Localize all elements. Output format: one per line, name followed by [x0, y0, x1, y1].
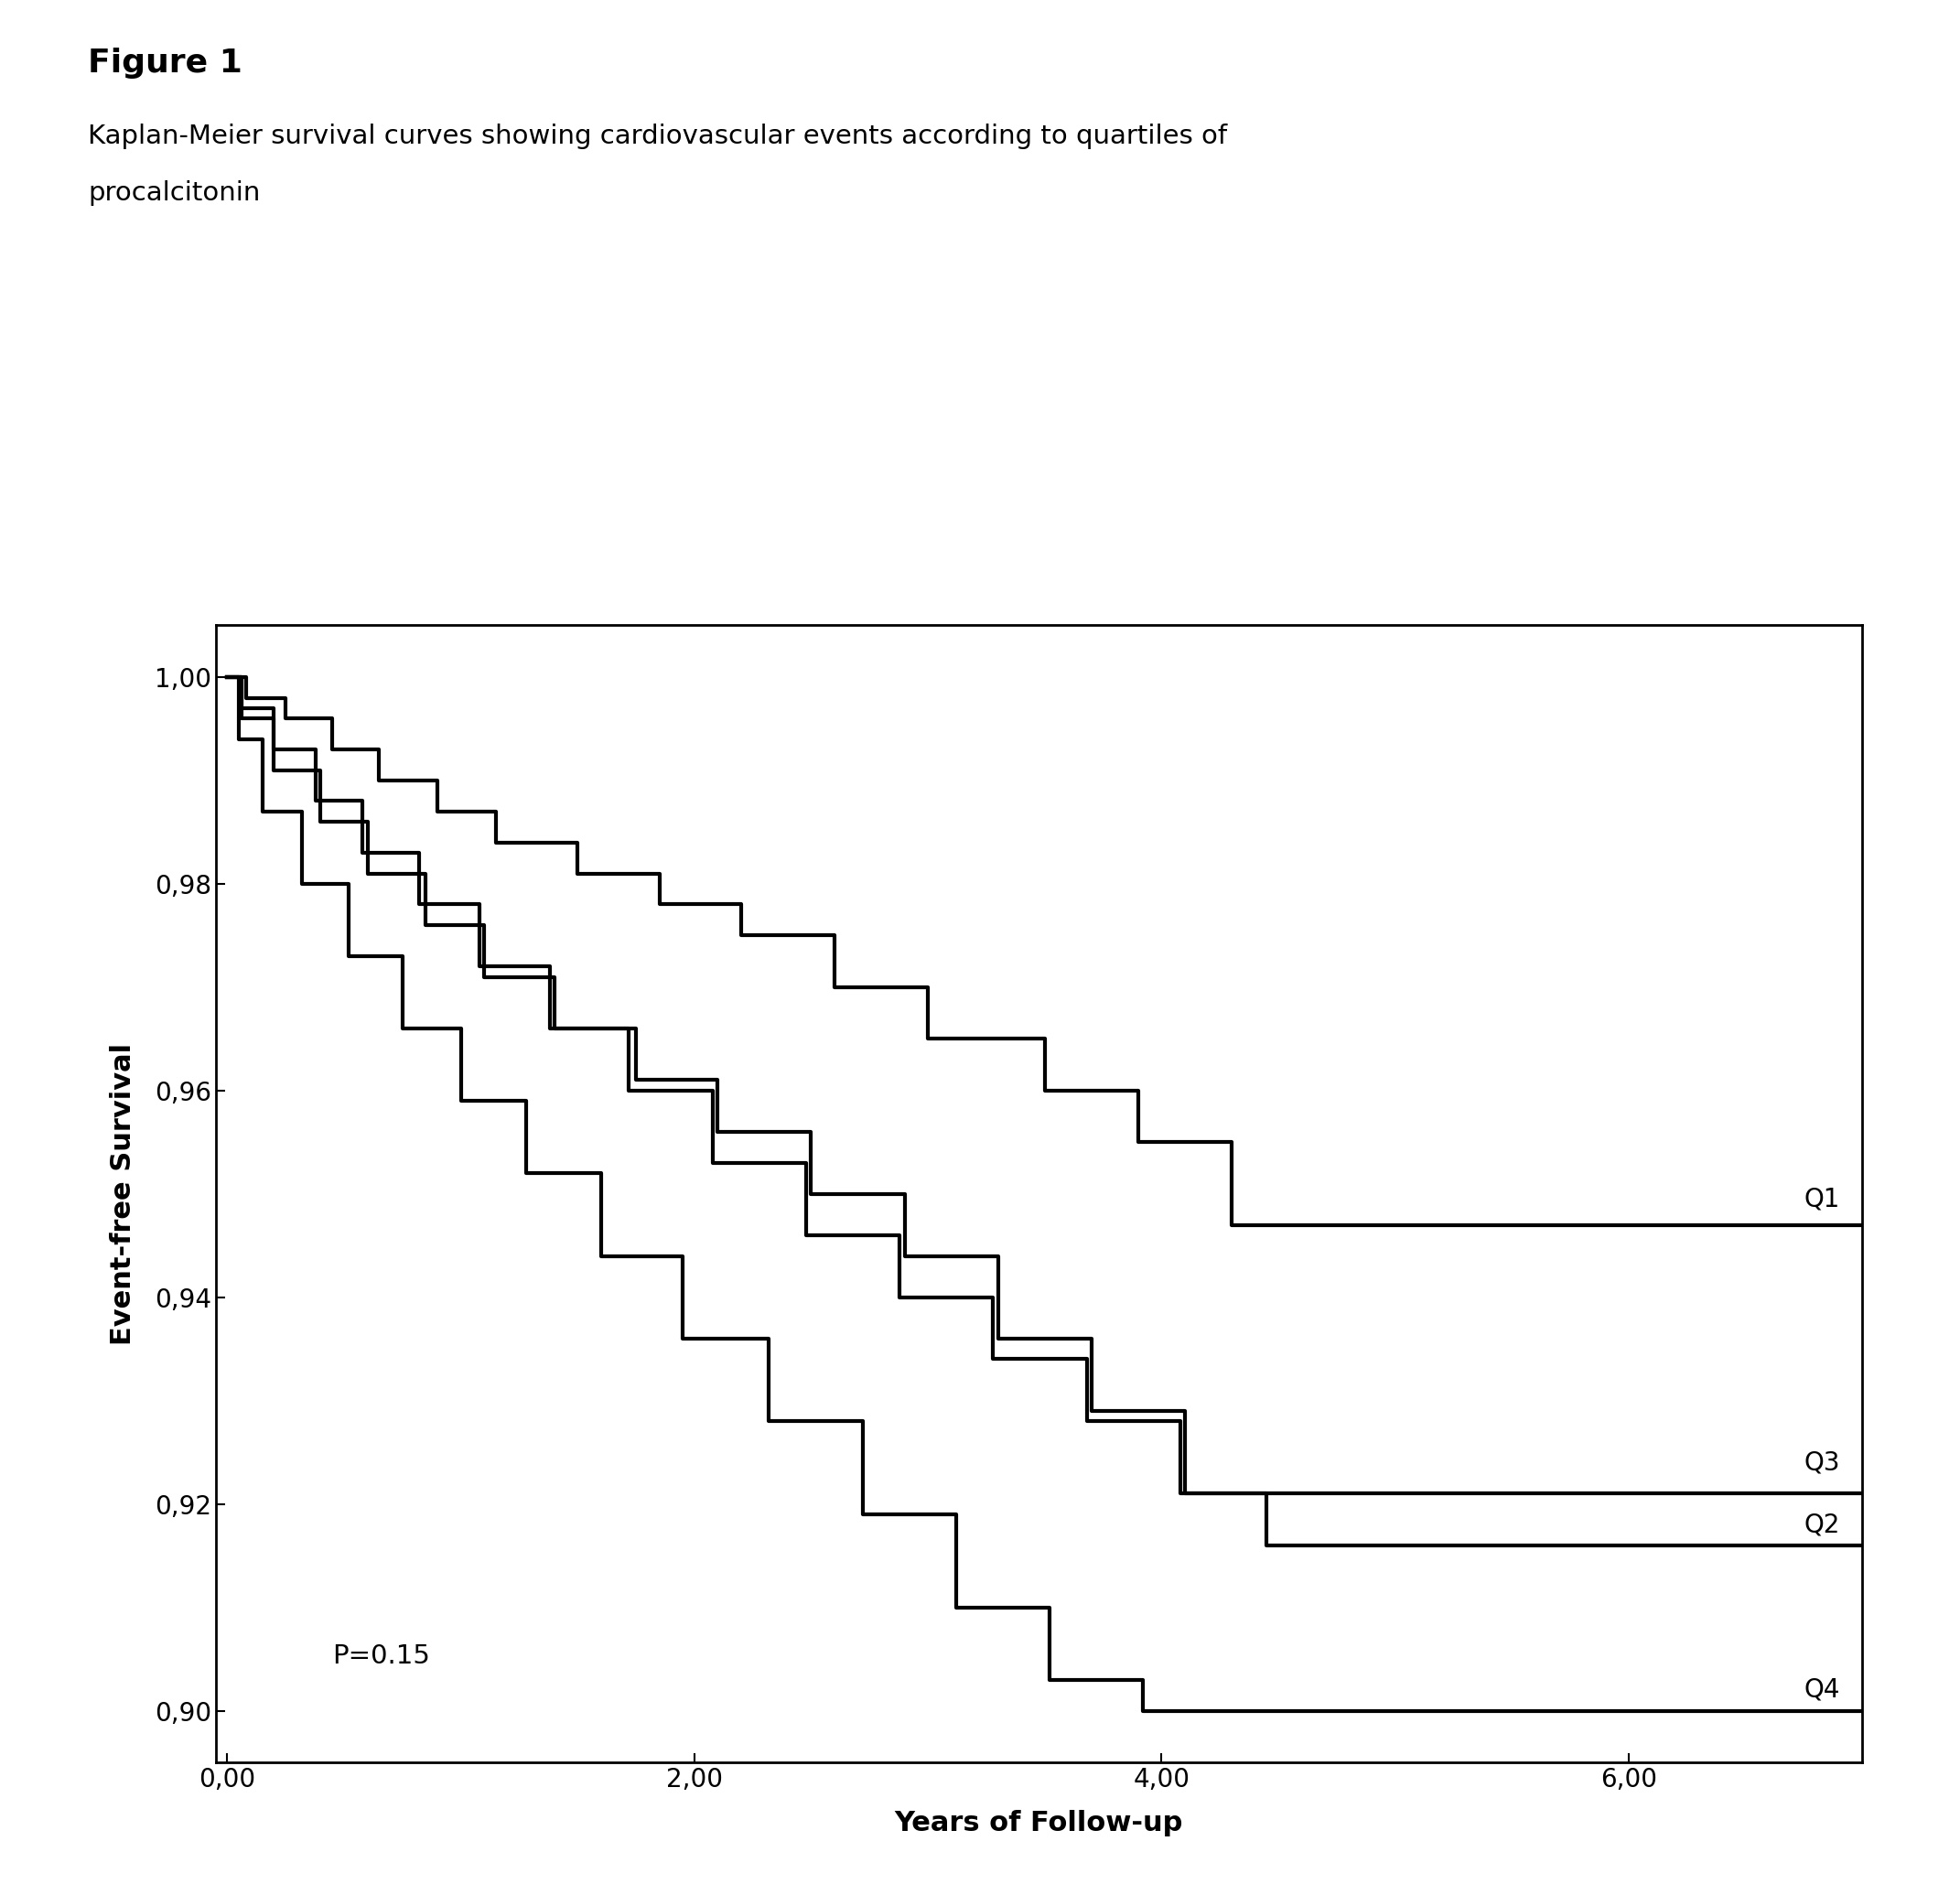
- Text: Q1: Q1: [1803, 1186, 1840, 1211]
- Text: P=0.15: P=0.15: [333, 1643, 429, 1669]
- Text: Q4: Q4: [1803, 1677, 1840, 1704]
- X-axis label: Years of Follow-up: Years of Follow-up: [894, 1810, 1184, 1836]
- Text: Q2: Q2: [1803, 1512, 1840, 1537]
- Text: Q3: Q3: [1803, 1450, 1840, 1476]
- Text: Kaplan-Meier survival curves showing cardiovascular events according to quartile: Kaplan-Meier survival curves showing car…: [88, 123, 1227, 150]
- Text: Figure 1: Figure 1: [88, 47, 243, 78]
- Y-axis label: Event-free Survival: Event-free Survival: [110, 1042, 137, 1345]
- Text: procalcitonin: procalcitonin: [88, 180, 261, 207]
